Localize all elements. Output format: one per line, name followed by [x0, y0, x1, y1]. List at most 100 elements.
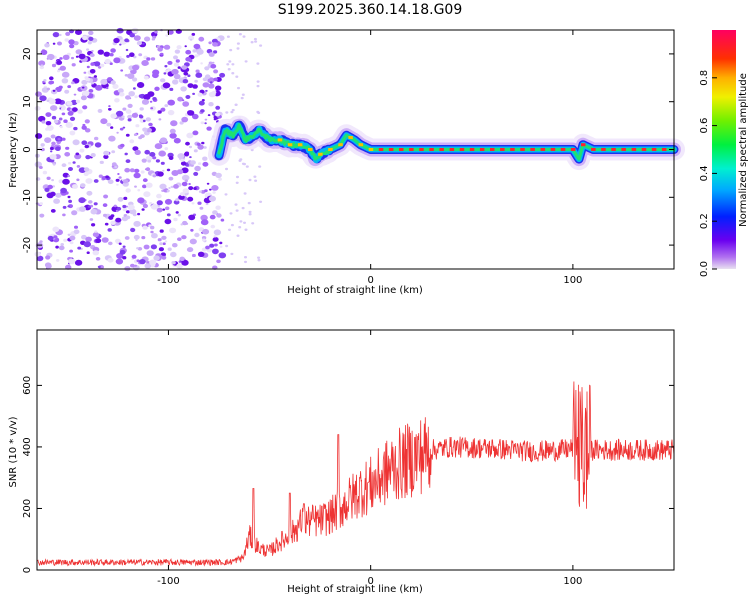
noise-blob — [122, 107, 127, 111]
noise-blob — [56, 259, 60, 262]
noise-blob — [85, 155, 91, 160]
noise-blob — [129, 139, 135, 144]
noise-blob — [141, 60, 149, 66]
noise-blob — [69, 249, 73, 253]
ridge-peak — [277, 138, 283, 142]
noise-blob — [244, 256, 247, 259]
noise-blob — [157, 238, 162, 242]
ridge-peak — [479, 148, 485, 151]
noise-blob — [75, 49, 83, 55]
noise-blob — [181, 99, 185, 102]
noise-blob — [58, 117, 63, 121]
noise-blob — [100, 78, 108, 85]
noise-blob — [89, 69, 96, 74]
noise-blob — [125, 159, 131, 164]
noise-blob — [187, 110, 195, 116]
noise-blob — [159, 229, 164, 233]
noise-blob — [202, 77, 208, 82]
noise-blob — [254, 40, 258, 43]
noise-blob — [69, 130, 76, 136]
y-tick-label: -10 — [22, 189, 33, 205]
noise-blob — [152, 97, 157, 101]
noise-blob — [74, 225, 78, 229]
noise-blob — [56, 140, 61, 145]
noise-blob — [75, 55, 79, 58]
noise-blob — [55, 146, 61, 151]
ridge-peak — [611, 148, 616, 151]
noise-blob — [136, 41, 142, 46]
noise-blob — [191, 253, 196, 258]
noise-blob — [124, 38, 129, 43]
noise-blob — [57, 41, 62, 46]
noise-blob — [120, 143, 125, 148]
noise-blob — [161, 255, 167, 260]
noise-blob — [181, 181, 188, 187]
noise-blob — [198, 190, 202, 193]
noise-blob — [61, 137, 66, 141]
noise-blob — [65, 146, 70, 150]
noise-blob — [182, 101, 190, 107]
noise-blob — [206, 126, 212, 131]
noise-blob — [185, 56, 192, 62]
noise-blob — [44, 262, 52, 268]
noise-blob — [67, 85, 72, 89]
noise-blob — [156, 193, 162, 199]
noise-blob — [124, 74, 129, 77]
noise-blob — [45, 112, 52, 117]
noise-blob — [173, 137, 181, 144]
noise-blob — [44, 137, 52, 144]
noise-blob — [145, 182, 153, 188]
noise-blob — [108, 215, 114, 220]
noise-blob — [71, 63, 76, 67]
noise-blob — [226, 63, 230, 66]
noise-blob — [140, 134, 145, 139]
noise-blob — [125, 188, 131, 193]
noise-blob — [164, 240, 168, 243]
noise-blob — [176, 45, 182, 50]
noise-blob — [80, 95, 87, 101]
noise-blob — [256, 62, 260, 65]
ridge-peak — [287, 143, 293, 147]
ridge-peak — [439, 148, 444, 151]
noise-blob — [108, 105, 111, 108]
noise-blob — [133, 87, 136, 90]
noise-blob — [212, 42, 218, 47]
noise-blob — [53, 235, 58, 239]
x-tick-label: -100 — [157, 576, 180, 587]
noise-blob — [67, 111, 74, 116]
noise-blob — [150, 244, 157, 250]
noise-blob — [105, 86, 109, 90]
noise-blob — [200, 121, 205, 125]
noise-blob — [196, 48, 204, 55]
noise-blob — [167, 99, 175, 106]
ridge-peak — [399, 148, 404, 151]
y-tick-label: 20 — [22, 48, 33, 61]
noise-blob — [143, 244, 150, 250]
noise-blob — [204, 118, 208, 121]
noise-blob — [45, 121, 52, 126]
noise-blob — [198, 100, 205, 106]
noise-blob — [209, 243, 215, 248]
noise-blob — [162, 208, 166, 211]
noise-blob — [139, 107, 144, 111]
noise-blob — [45, 127, 49, 131]
noise-blob — [108, 107, 112, 111]
noise-blob — [146, 128, 152, 133]
noise-blob — [71, 56, 74, 60]
noise-blob — [213, 69, 219, 74]
noise-blob — [230, 110, 234, 114]
colorbar-tick-label: 0.8 — [699, 70, 710, 86]
chart-title: S199.2025.360.14.18.G09 — [278, 2, 463, 18]
noise-blob — [215, 105, 221, 110]
noise-blob — [207, 77, 215, 84]
noise-blob — [110, 220, 116, 225]
colorbar-ticks: 0.0 0.2 0.4 0.6 0.8 — [699, 70, 717, 277]
noise-blob — [103, 154, 109, 159]
noise-blob — [39, 240, 43, 243]
noise-blob — [142, 225, 148, 230]
noise-blob — [97, 49, 105, 55]
ridge-peak — [591, 148, 596, 151]
noise-blob — [39, 213, 45, 218]
noise-blob — [149, 100, 153, 103]
noise-blob — [167, 109, 175, 116]
